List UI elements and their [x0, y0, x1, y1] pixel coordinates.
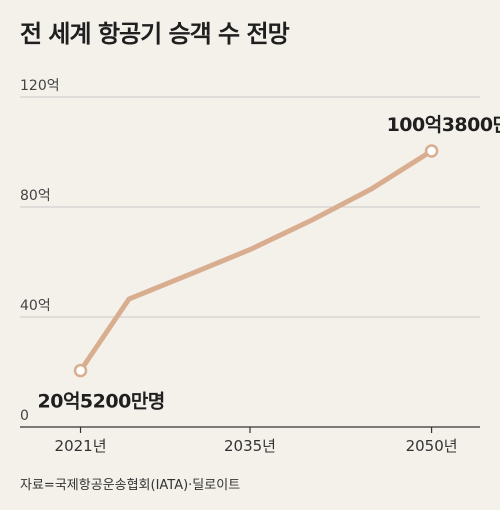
source-note: 자료=국제항공운송협회(IATA)·딜로이트	[20, 478, 241, 493]
y-tick-label: 80억	[20, 188, 51, 204]
x-tick-label: 2035년	[224, 437, 276, 455]
y-tick-label: 120억	[20, 78, 60, 94]
x-tick-label: 2050년	[406, 437, 458, 455]
series-line	[78, 148, 435, 374]
chart-title: 전 세계 항공기 승객 수 전망	[20, 20, 290, 48]
data-point-marker	[424, 144, 439, 158]
y-tick-label: 40억	[20, 298, 51, 314]
data-label-end: 100억3800만	[387, 114, 500, 136]
data-point-marker	[73, 363, 88, 378]
data-label-start: 20억5200만명	[38, 391, 165, 413]
x-tick-label: 2021년	[55, 437, 107, 455]
y-tick-label: 0	[20, 408, 29, 424]
